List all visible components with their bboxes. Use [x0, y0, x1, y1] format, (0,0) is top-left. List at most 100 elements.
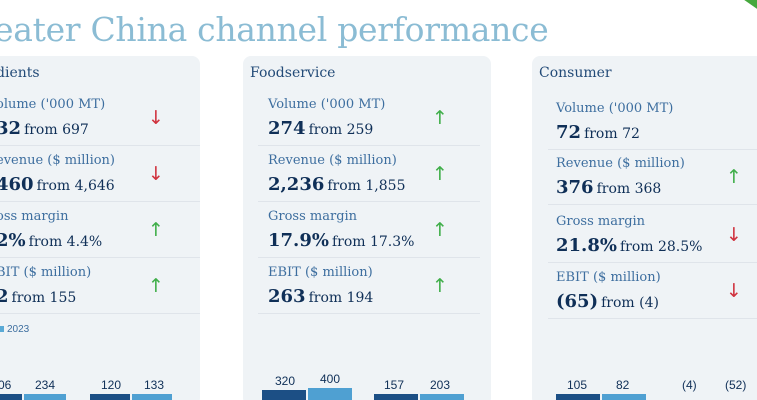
bar-value-label: 82 — [616, 378, 630, 392]
arrow-up-icon: ↑ — [432, 163, 448, 185]
bar-current — [602, 394, 646, 400]
metric-prior: from 28.5% — [619, 239, 703, 255]
metric-current: 376 — [556, 177, 594, 198]
metric-current: 32 — [0, 118, 22, 139]
metric-gross-margin: Gross margin 17.9% from 17.3% ↑ — [258, 202, 480, 258]
metric-label: Gross margin — [556, 214, 646, 229]
metric-prior: from 368 — [596, 181, 662, 197]
metric-prior: from 72 — [584, 126, 640, 142]
arrow-up-icon: ↑ — [432, 275, 448, 297]
metric-current: 263 — [268, 286, 306, 307]
metric-label: oss margin — [0, 209, 69, 224]
metric-label: EBIT ($ million) — [556, 270, 661, 285]
arrow-down-icon: ↓ — [148, 163, 164, 185]
metric-prior: from 17.3% — [331, 234, 415, 250]
bar-current — [132, 394, 172, 400]
metric-revenue: Revenue ($ million) 2,236 from 1,855 ↑ — [258, 146, 480, 202]
metric-value: 376 from 368 — [556, 177, 661, 198]
metric-volume: olume ('000 MT) 32 from 697 ↓ — [0, 90, 200, 146]
metric-prior: from 4.4% — [28, 234, 103, 250]
arrow-up-icon: ↑ — [148, 275, 164, 297]
bar-prior — [374, 394, 418, 400]
metric-prior: from 155 — [11, 290, 77, 306]
bar-prior — [0, 394, 22, 400]
metric-current: 17.9% — [268, 230, 329, 251]
metric-label: evenue ($ million) — [0, 153, 116, 168]
metric-revenue: Revenue ($ million) 376 from 368 ↑ — [548, 149, 757, 205]
metric-label: Gross margin — [268, 209, 358, 224]
arrow-up-icon: ↑ — [726, 166, 742, 188]
panel-title: Foodservice — [250, 65, 336, 81]
metric-current: (65) — [556, 291, 599, 312]
arrow-up-icon: ↑ — [432, 107, 448, 129]
metric-label: Volume ('000 MT) — [268, 97, 386, 112]
metric-current: 2% — [0, 230, 26, 251]
metric-ebit: EBIT ($ million) (65) from (4) ↓ — [548, 263, 757, 319]
bar-value-label: 320 — [275, 374, 296, 388]
metric-value: 2 from 155 — [0, 286, 76, 307]
bar-value-label: (52) — [725, 378, 747, 392]
metric-value: 274 from 259 — [268, 118, 373, 139]
bar-prior — [556, 394, 600, 400]
page-title: eater China channel performance — [0, 10, 549, 49]
metric-current: 274 — [268, 118, 306, 139]
bar-prior — [262, 390, 306, 400]
metric-current: 2 — [0, 286, 9, 307]
metric-ebit: BIT ($ million) 2 from 155 ↑ — [0, 258, 200, 314]
metric-label: BIT ($ million) — [0, 265, 92, 280]
metric-prior: from 4,646 — [36, 178, 115, 194]
arrow-down-icon: ↓ — [726, 280, 742, 302]
metric-ebit: EBIT ($ million) 263 from 194 ↑ — [258, 258, 480, 314]
bar-value-label: 203 — [430, 378, 451, 392]
metric-revenue: evenue ($ million) 460 from 4,646 ↓ — [0, 146, 200, 202]
metric-value: (65) from (4) — [556, 291, 659, 312]
bar-value-label: 105 — [567, 378, 588, 392]
bar-value-label: 133 — [144, 378, 165, 392]
metric-current: 2,236 — [268, 174, 325, 195]
metric-label: EBIT ($ million) — [268, 265, 373, 280]
corner-logo-mark — [739, 0, 757, 12]
metric-value: 460 from 4,646 — [0, 174, 115, 195]
bar-value-label: 234 — [35, 378, 56, 392]
metric-label: Revenue ($ million) — [556, 156, 685, 171]
metric-gross-margin: oss margin 2% from 4.4% ↑ — [0, 202, 200, 258]
panel-title: Consumer — [539, 65, 612, 81]
panel-foodservice: Foodservice Volume ('000 MT) 274 from 259… — [243, 56, 491, 400]
metric-gross-margin: Gross margin 21.8% from 28.5% ↓ — [548, 207, 757, 263]
metric-label: olume ('000 MT) — [0, 97, 106, 112]
arrow-up-icon: ↑ — [432, 219, 448, 241]
bar-current — [308, 388, 352, 400]
legend-swatch — [0, 326, 4, 333]
metric-volume: Volume ('000 MT) 274 from 259 ↑ — [258, 90, 480, 146]
bar-value-label: 400 — [320, 372, 341, 386]
metric-value: 21.8% from 28.5% — [556, 235, 702, 256]
bar-prior — [90, 394, 130, 400]
arrow-up-icon: ↑ — [148, 219, 164, 241]
metric-value: 32 from 697 — [0, 118, 89, 139]
metric-prior: from 194 — [308, 290, 374, 306]
bar-current — [24, 394, 66, 400]
metric-current: 72 — [556, 122, 582, 143]
bar-current — [420, 394, 464, 400]
chart-legend: 2023 — [0, 324, 29, 335]
bar-value-label: 120 — [101, 378, 122, 392]
metric-value: 2% from 4.4% — [0, 230, 102, 251]
metric-value: 263 from 194 — [268, 286, 373, 307]
metric-value: 17.9% from 17.3% — [268, 230, 414, 251]
metric-prior: from (4) — [601, 295, 659, 311]
arrow-down-icon: ↓ — [726, 224, 742, 246]
metric-value: 72 from 72 — [556, 122, 640, 143]
panel-consumer: Consumer Volume ('000 MT) 72 from 72 Reve… — [532, 56, 757, 400]
metric-volume: Volume ('000 MT) 72 from 72 — [548, 94, 757, 150]
metric-label: Volume ('000 MT) — [556, 101, 674, 116]
metric-label: Revenue ($ million) — [268, 153, 397, 168]
metric-current: 21.8% — [556, 235, 617, 256]
legend-label: 2023 — [7, 324, 30, 335]
metric-value: 2,236 from 1,855 — [268, 174, 405, 195]
bar-value-label: 157 — [384, 378, 405, 392]
panel-title: dients — [0, 65, 40, 81]
arrow-down-icon: ↓ — [148, 107, 164, 129]
metric-current: 460 — [0, 174, 34, 195]
bar-value-label: 06 — [0, 378, 12, 392]
metric-prior: from 1,855 — [327, 178, 406, 194]
